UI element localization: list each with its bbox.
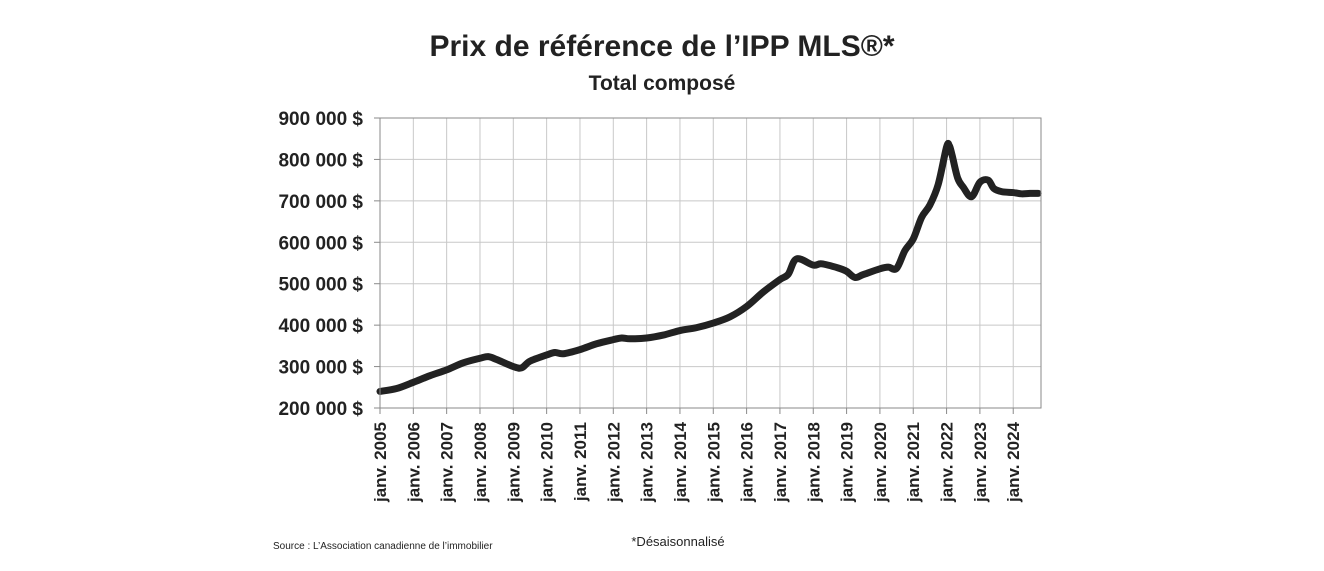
y-tick-label: 300 000 $ bbox=[278, 358, 363, 379]
x-axis: janv. 2005 janv. 2006 janv. 2007 janv. 2008… bbox=[371, 408, 1023, 503]
y-axis: 200 000 $ 300 000 $ 400 000 $ 500 000 $ 600 … bbox=[278, 109, 380, 420]
x-tick-label: janv. 2008 bbox=[471, 422, 490, 503]
x-tick-label: janv. 2013 bbox=[638, 422, 657, 503]
y-tick-label: 400 000 $ bbox=[278, 316, 363, 337]
x-tick-label: janv. 2017 bbox=[771, 422, 790, 503]
plot-frame bbox=[379, 117, 1042, 409]
x-tick-label: janv. 2009 bbox=[504, 422, 523, 503]
x-tick-label: janv. 2010 bbox=[538, 422, 557, 503]
x-tick-label: janv. 2005 bbox=[371, 422, 390, 503]
series-layer bbox=[376, 139, 1042, 395]
x-tick-label: janv. 2016 bbox=[738, 422, 757, 503]
y-tick-label: 700 000 $ bbox=[278, 192, 363, 213]
x-tick-label: janv. 2011 bbox=[571, 422, 590, 502]
x-tick-label: janv. 2018 bbox=[804, 422, 823, 503]
grid bbox=[379, 117, 1041, 409]
chart-title: Prix de référence de l’IPP MLS®* bbox=[429, 30, 894, 63]
y-tick-label: 800 000 $ bbox=[278, 150, 363, 171]
source-note: Source : L’Association canadienne de l’i… bbox=[273, 541, 493, 552]
chart-subtitle: Total composé bbox=[589, 72, 736, 95]
x-tick-label: janv. 2007 bbox=[438, 422, 457, 503]
x-tick-label: janv. 2022 bbox=[938, 422, 957, 503]
series-line-0 bbox=[376, 139, 1042, 395]
x-tick-label: janv. 2020 bbox=[871, 422, 890, 503]
y-tick-label: 200 000 $ bbox=[278, 399, 363, 420]
x-tick-label: janv. 2023 bbox=[971, 422, 990, 503]
x-tick-label: janv. 2014 bbox=[671, 421, 690, 503]
seasonal-adjustment-note: *Désaisonnalisé bbox=[631, 534, 724, 549]
x-tick-label: janv. 2006 bbox=[404, 422, 423, 503]
x-tick-label: janv. 2012 bbox=[604, 422, 623, 503]
x-tick-label: janv. 2024 bbox=[1004, 421, 1023, 503]
y-tick-label: 600 000 $ bbox=[278, 233, 363, 254]
x-tick-label: janv. 2019 bbox=[838, 422, 857, 503]
x-tick-label: janv. 2021 bbox=[904, 422, 923, 503]
x-tick-label: janv. 2015 bbox=[704, 422, 723, 503]
y-tick-label: 500 000 $ bbox=[278, 275, 363, 296]
y-tick-label: 900 000 $ bbox=[278, 109, 363, 130]
